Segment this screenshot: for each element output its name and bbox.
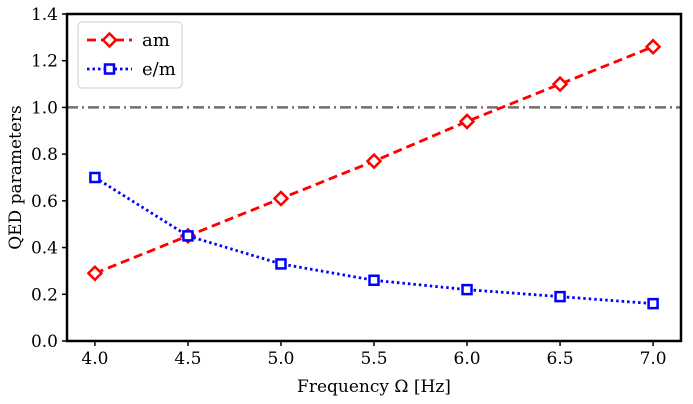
legend: am e/m	[77, 21, 183, 89]
series-1	[89, 171, 659, 310]
y-tick-label-5: 1.0	[31, 98, 58, 118]
y-tick-label-1: 0.2	[31, 285, 58, 305]
y-tick-label-7: 1.4	[31, 5, 58, 25]
data-point-1-2	[275, 258, 287, 270]
data-point-0-0	[86, 264, 104, 282]
data-point-1-3	[368, 274, 380, 287]
y-tick-label-6: 1.2	[31, 52, 58, 72]
legend-label-0: am	[142, 30, 170, 51]
data-point-0-2	[272, 190, 290, 207]
legend-item-1: e/m	[87, 59, 176, 80]
x-tick-label-1: 4.5	[174, 349, 201, 369]
y-tick-label-0: 0.0	[31, 332, 58, 352]
data-point-1-5	[554, 290, 566, 303]
legend-marker-0	[101, 31, 118, 49]
x-axis-label: Frequency Ω [Hz]	[297, 377, 451, 397]
legend-label-1: e/m	[142, 59, 176, 80]
x-tick-label-6: 7.0	[640, 349, 667, 369]
series-layer	[86, 38, 662, 310]
x-tick-label-3: 5.5	[360, 349, 387, 369]
data-point-0-6	[644, 38, 662, 55]
data-point-1-0	[89, 171, 101, 184]
x-tick-label-5: 6.5	[547, 349, 574, 369]
legend-items: am e/m	[87, 30, 176, 80]
x-tick-label-4: 6.0	[454, 349, 481, 369]
axes-layer: 4.0 4.5 5.0 5.5 6.0 6.5 7.0 0.0 0.2 0.4 0.6 0.8 1.0 1…	[31, 5, 683, 369]
data-point-1-4	[461, 283, 473, 296]
y-axis-label: QED parameters	[6, 105, 26, 250]
data-point-0-5	[551, 75, 569, 93]
data-point-1-6	[647, 297, 659, 310]
x-tick-label-0: 4.0	[81, 349, 108, 369]
y-tick-label-3: 0.6	[31, 192, 58, 212]
y-tick-label-4: 0.8	[31, 145, 58, 165]
data-point-0-4	[458, 113, 476, 130]
data-point-1-1	[182, 230, 194, 242]
y-tick-label-2: 0.4	[31, 239, 58, 259]
x-tick-label-2: 5.0	[267, 349, 294, 369]
data-point-0-3	[365, 152, 383, 170]
legend-item-0: am	[87, 30, 170, 51]
legend-marker-1	[103, 63, 116, 75]
